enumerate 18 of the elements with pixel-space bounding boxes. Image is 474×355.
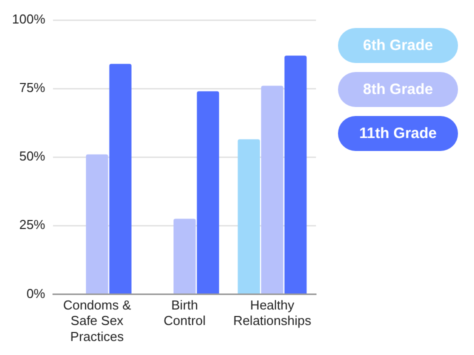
x-tick-label: Healthy Relationships xyxy=(233,298,312,328)
bar xyxy=(109,64,132,294)
bar xyxy=(261,86,284,294)
text: 11th Grade xyxy=(338,116,458,151)
bar xyxy=(238,139,260,294)
y-tick-label: 0% xyxy=(26,286,46,301)
bar xyxy=(196,91,220,294)
y-tick-label: 25% xyxy=(19,217,46,232)
y-tick-label: 100% xyxy=(12,12,46,27)
bar xyxy=(174,218,196,294)
x-tick-label: Condoms & Safe Sex Practices xyxy=(63,298,132,344)
x-tick-label: Birth Control xyxy=(164,298,206,328)
y-tick-label: 50% xyxy=(19,148,46,164)
text: 6th Grade xyxy=(338,28,458,63)
bar xyxy=(284,56,307,294)
y-tick-label: 75% xyxy=(19,80,46,96)
bar xyxy=(86,154,108,294)
text: 8th Grade xyxy=(338,72,458,107)
